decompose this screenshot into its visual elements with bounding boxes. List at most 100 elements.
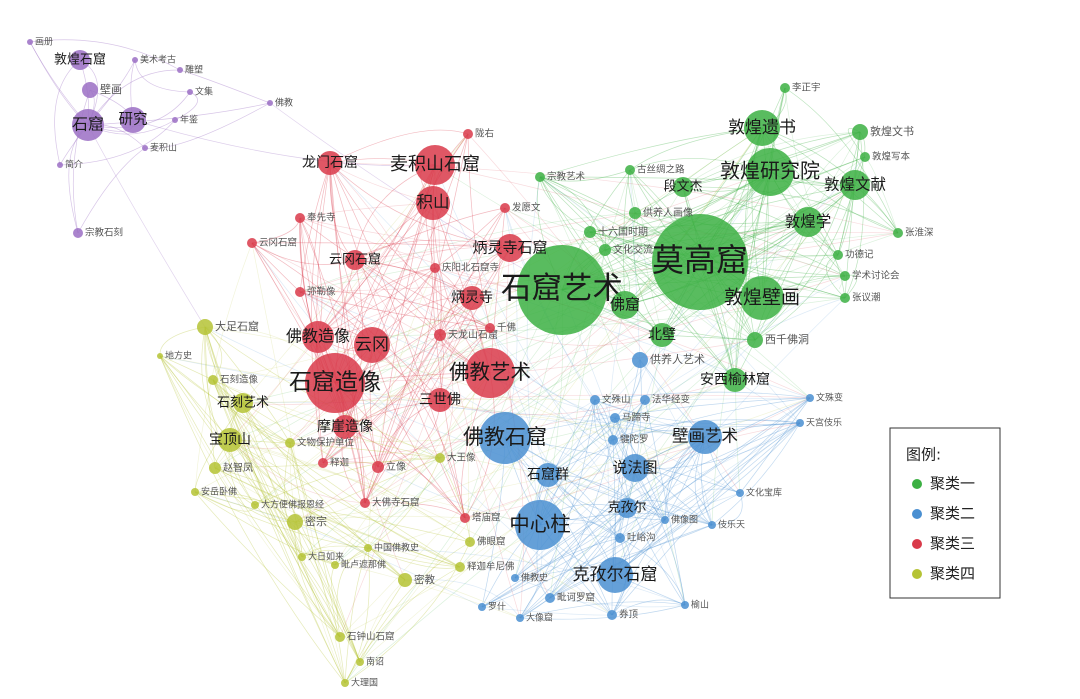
edge bbox=[159, 355, 406, 581]
edge bbox=[644, 399, 686, 606]
node-label: 千佛 bbox=[497, 322, 516, 334]
node bbox=[611, 291, 639, 319]
node bbox=[621, 454, 649, 482]
edge bbox=[611, 599, 686, 616]
node-label: 佛眼窟 bbox=[477, 536, 506, 548]
node bbox=[465, 348, 515, 398]
edge bbox=[242, 372, 491, 405]
edge bbox=[682, 186, 839, 256]
node bbox=[610, 413, 620, 423]
node bbox=[796, 419, 804, 427]
node-label: 释迦牟尼佛 bbox=[467, 561, 515, 573]
edge bbox=[214, 467, 461, 568]
node bbox=[354, 327, 390, 363]
node-label: 云冈 bbox=[355, 335, 389, 355]
edge bbox=[87, 124, 206, 328]
edge bbox=[604, 156, 866, 251]
edge bbox=[506, 247, 541, 526]
edge bbox=[212, 379, 346, 684]
node bbox=[233, 393, 253, 413]
edge bbox=[251, 242, 346, 684]
edge bbox=[481, 606, 613, 616]
edge bbox=[301, 556, 521, 619]
edge bbox=[294, 515, 466, 523]
legend-box bbox=[889, 427, 1001, 599]
edge bbox=[711, 492, 743, 526]
node bbox=[516, 614, 524, 622]
edge bbox=[561, 289, 686, 606]
edge bbox=[344, 579, 406, 684]
edge bbox=[354, 239, 511, 261]
node-label: 壁画 bbox=[100, 82, 122, 96]
edge bbox=[229, 439, 369, 549]
edge bbox=[682, 131, 861, 188]
node bbox=[500, 203, 510, 213]
edge bbox=[754, 184, 856, 341]
edge bbox=[212, 379, 291, 444]
edge bbox=[547, 221, 809, 476]
node-label: 地方史 bbox=[165, 350, 192, 362]
node bbox=[650, 323, 674, 347]
node-label: 中国佛教史 bbox=[374, 542, 419, 554]
node-label: 画册 bbox=[35, 37, 53, 48]
edge bbox=[539, 176, 686, 606]
edge bbox=[299, 217, 663, 336]
edge bbox=[322, 334, 441, 464]
node-label: 发愿文 bbox=[512, 202, 541, 214]
edge bbox=[519, 507, 628, 619]
edge bbox=[204, 326, 614, 441]
node-label: 石钟山石窟 bbox=[347, 631, 395, 643]
edge bbox=[317, 267, 436, 338]
legend-swatch bbox=[912, 509, 922, 519]
node bbox=[27, 39, 33, 45]
edge bbox=[439, 399, 646, 415]
node bbox=[191, 488, 199, 496]
node bbox=[345, 250, 365, 270]
node bbox=[515, 500, 565, 550]
node-label: 宗教艺术 bbox=[547, 171, 586, 183]
edge bbox=[254, 504, 361, 663]
edge bbox=[242, 402, 303, 558]
node-label: 大方便佛报恩经 bbox=[261, 499, 324, 511]
edge bbox=[614, 436, 706, 576]
node bbox=[318, 458, 328, 468]
edge bbox=[214, 133, 469, 469]
node-label: 张议潮 bbox=[852, 292, 881, 304]
edge bbox=[251, 242, 356, 265]
node-label: 大理国 bbox=[351, 677, 378, 689]
edge bbox=[214, 467, 406, 581]
node bbox=[120, 107, 146, 133]
edge bbox=[214, 457, 441, 469]
node-label: 券顶 bbox=[619, 609, 639, 621]
edge bbox=[214, 467, 296, 523]
node bbox=[333, 415, 357, 439]
edge bbox=[367, 267, 436, 549]
edge bbox=[194, 402, 244, 493]
node-label: 龙门石窟 bbox=[302, 154, 358, 171]
node-label: 密宗 bbox=[305, 514, 327, 528]
edge bbox=[72, 89, 91, 234]
edge bbox=[514, 436, 706, 579]
edge bbox=[539, 176, 663, 336]
edge bbox=[254, 457, 441, 506]
node-label: 克孜尔石窟 bbox=[573, 565, 658, 585]
node bbox=[780, 83, 790, 93]
legend-title: 图例: bbox=[906, 446, 941, 464]
edge bbox=[549, 524, 713, 599]
edge bbox=[614, 359, 642, 419]
edge bbox=[359, 579, 406, 663]
node-label: 敦煌石窟 bbox=[54, 52, 106, 68]
node-label: 壁画艺术 bbox=[672, 427, 738, 446]
edge bbox=[344, 327, 491, 428]
edge bbox=[299, 162, 331, 293]
edge bbox=[539, 492, 741, 526]
edge bbox=[212, 379, 303, 558]
node bbox=[640, 395, 650, 405]
edge bbox=[547, 339, 756, 476]
edge bbox=[359, 127, 763, 663]
node bbox=[209, 462, 221, 474]
edge bbox=[367, 547, 461, 568]
edge bbox=[634, 212, 846, 277]
node-label: 大足石窟 bbox=[215, 319, 259, 333]
